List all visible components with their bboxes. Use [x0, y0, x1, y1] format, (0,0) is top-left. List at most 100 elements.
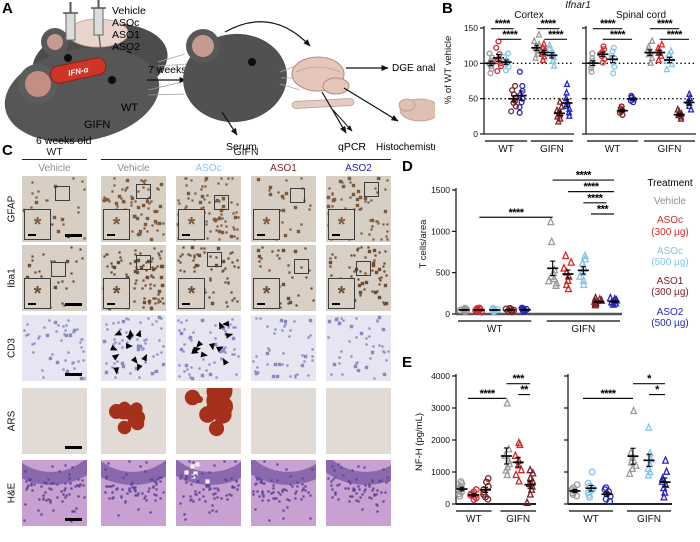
data-point — [611, 63, 618, 70]
histology-image-he-col4 — [326, 460, 391, 526]
data-point — [584, 479, 592, 487]
series-aso1-300-g- — [673, 104, 685, 122]
significance-label: **** — [495, 18, 511, 30]
series-asoc-500-g- — [584, 468, 597, 501]
group-header-wt: WT — [22, 146, 87, 160]
data-point — [661, 487, 669, 496]
inset-outline-box — [355, 260, 371, 276]
histology-image-he-col1 — [101, 460, 166, 526]
series-vehicle — [625, 405, 640, 477]
significance-label: **** — [576, 170, 592, 182]
experiment-schematic: IFN-α Vehicle ASOc ASO1 ASO2 WT GIFN 6 w… — [4, 0, 435, 153]
data-point — [512, 82, 519, 89]
data-point — [535, 30, 543, 38]
series-asoc-300-g- — [538, 39, 550, 64]
group-label: GIFN — [571, 324, 595, 335]
data-point — [505, 50, 512, 57]
series-aso1-300-g- — [553, 97, 565, 125]
data-point — [565, 107, 573, 116]
series-vehicle — [544, 216, 561, 289]
t-cell-arrowhead — [112, 329, 122, 338]
series-asoc-500-g- — [489, 304, 502, 316]
calcification-deposit — [117, 408, 124, 415]
wt-label: WT — [121, 102, 138, 114]
harvest-mouse-illustration — [183, 29, 303, 123]
y-tick-label: 1000 — [431, 226, 450, 236]
data-point — [489, 304, 497, 313]
data-point — [573, 481, 581, 489]
data-point — [658, 39, 666, 48]
significance-label: **** — [587, 192, 603, 204]
significance-label: ** — [520, 384, 529, 396]
data-point — [495, 38, 502, 45]
panel-letter-b: B — [442, 0, 453, 17]
series-aso1-300-g- — [480, 474, 492, 503]
data-point — [661, 455, 670, 464]
data-point — [483, 478, 490, 486]
data-point — [517, 465, 526, 474]
scale-bar — [65, 234, 82, 237]
qpcr-arrow — [321, 91, 347, 134]
histology-image-gfap-col2: * — [176, 176, 241, 242]
column-label-vehicle-gifn: Vehicle — [117, 163, 150, 174]
data-point — [538, 49, 546, 57]
gifn-mouse-illustration: IFN-α — [4, 47, 185, 143]
data-point — [506, 304, 514, 312]
gifn-label: GIFN — [84, 119, 110, 131]
data-point — [562, 279, 571, 289]
data-point — [523, 497, 531, 506]
data-point — [486, 50, 493, 57]
data-point — [530, 36, 538, 44]
histology-image-he-col2 — [176, 460, 241, 526]
gene-title: Ifnar1 — [565, 0, 591, 11]
data-point — [588, 68, 595, 75]
data-point — [612, 295, 621, 304]
data-point — [581, 250, 589, 260]
histology-row-Iba1: Iba1 * * * * * — [2, 245, 400, 311]
t-cell-arrowhead — [193, 345, 202, 354]
significance-label: **** — [667, 29, 683, 41]
series-asoc-300-g- — [560, 250, 576, 293]
y-tick-label: 3000 — [431, 403, 450, 413]
group-label: GIFN — [657, 144, 681, 155]
data-point — [660, 492, 668, 501]
significance-label: **** — [508, 207, 524, 219]
histology-image-cd3-col2 — [176, 315, 241, 381]
significance-label: **** — [610, 29, 626, 41]
data-point — [532, 53, 539, 61]
series-asoc-500-g- — [500, 50, 512, 74]
magnified-inset: * — [253, 209, 280, 240]
series-aso2-500-g- — [606, 293, 621, 308]
histology-row-ARS: ARS — [2, 388, 400, 454]
group-label: WT — [498, 144, 514, 155]
significance-label: **** — [600, 18, 616, 30]
data-point — [544, 275, 553, 285]
data-point — [625, 468, 634, 477]
row-label-Iba1: Iba1 — [6, 268, 18, 288]
data-point — [687, 104, 695, 113]
panel-letter-e: E — [402, 354, 413, 371]
data-point — [648, 36, 656, 44]
significance-label: **** — [480, 388, 496, 400]
data-point — [472, 486, 480, 494]
data-point — [514, 460, 523, 469]
data-point — [565, 111, 573, 119]
data-point — [540, 39, 548, 47]
histology-image-ars-col1 — [101, 388, 166, 454]
data-point — [665, 49, 673, 58]
data-point — [553, 105, 561, 114]
histology-header: WT GIFN Vehicle Vehicle ASOc ASO1 ASO2 — [22, 144, 400, 176]
data-point — [618, 103, 625, 110]
data-point — [546, 44, 553, 52]
data-point — [563, 88, 570, 96]
data-point — [648, 53, 656, 61]
data-point — [644, 422, 653, 431]
t-cell-arrowhead — [215, 344, 225, 353]
histology-image-ars-col3 — [251, 388, 316, 454]
series-aso1-300-g- — [502, 304, 518, 316]
y-tick-label: 150 — [464, 23, 478, 33]
y-tick-label: 500 — [436, 268, 450, 278]
age-label: 6 weeks old — [36, 135, 92, 147]
histology-image-iba1-col0: * — [22, 245, 87, 311]
